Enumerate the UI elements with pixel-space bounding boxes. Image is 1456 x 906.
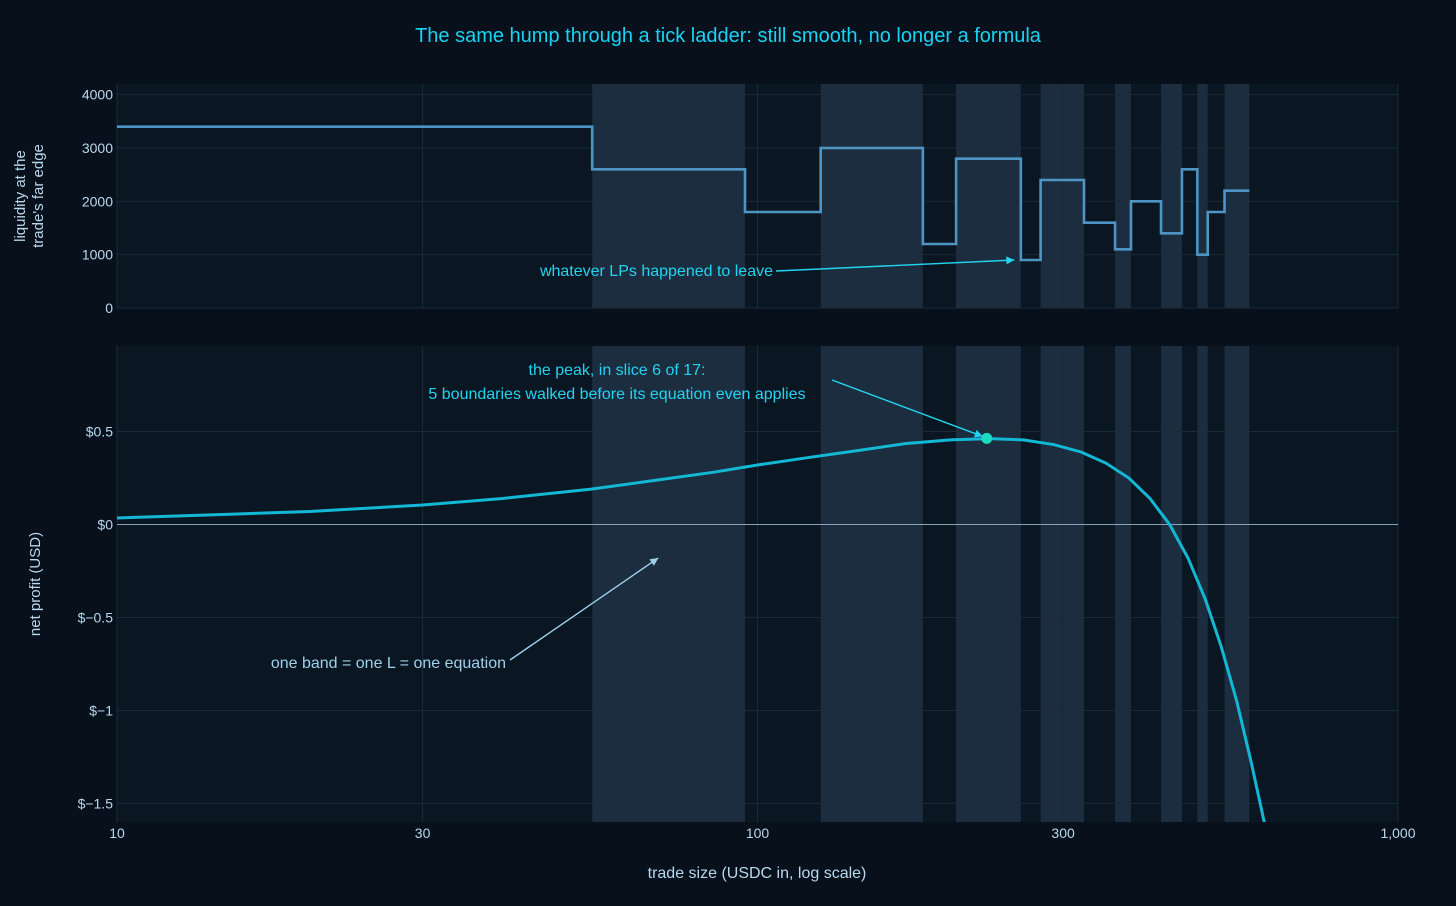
x-tick-label: 100 bbox=[746, 825, 770, 841]
profit-band bbox=[956, 346, 1021, 822]
y-axis-label-line: trade's far edge bbox=[30, 144, 47, 248]
x-tick-label: 10 bbox=[109, 825, 125, 841]
band-annotation-arrow-head bbox=[649, 557, 659, 566]
liquidity-y-tick-label: 0 bbox=[105, 300, 113, 316]
x-tick-label: 1,000 bbox=[1380, 825, 1415, 841]
profit-y-tick-label: $0 bbox=[97, 517, 113, 533]
liquidity-y-tick-label: 3000 bbox=[82, 140, 113, 156]
liquidity-band bbox=[1115, 84, 1131, 308]
peak-annotation-arrow-line bbox=[831, 379, 984, 438]
profit-y-tick-label: $−1.5 bbox=[78, 795, 114, 811]
profit-gridlines bbox=[116, 346, 1399, 822]
peak-annotation-text: 5 boundaries walked before its equation … bbox=[428, 386, 805, 403]
band-annotation-arrow-line bbox=[509, 557, 659, 661]
liquidity-step-line bbox=[117, 125, 1250, 262]
band-annotation-text: one band = one L = one equation bbox=[271, 655, 506, 672]
x-tick-label: 300 bbox=[1051, 825, 1075, 841]
profit-band bbox=[592, 346, 745, 822]
x-axis-label: trade size (USDC in, log scale) bbox=[648, 865, 867, 882]
profit-band bbox=[1040, 346, 1084, 822]
liquidity-band bbox=[956, 84, 1021, 308]
profit-band bbox=[1115, 346, 1131, 822]
profit-series bbox=[117, 432, 1266, 822]
profit-annotations: the peak, in slice 6 of 17: 5 boundaries … bbox=[271, 362, 984, 672]
peak-marker bbox=[981, 432, 993, 444]
x-axis-ticks: 10 30 100 300 1,000 bbox=[109, 825, 1416, 841]
peak-annotation-text: the peak, in slice 6 of 17: bbox=[529, 362, 706, 379]
liquidity-panel: 0 1000 2000 3000 4000 liquidity at thetrade'… bbox=[12, 84, 1399, 316]
liquidity-band bbox=[1040, 84, 1084, 308]
liquidity-annotations: whatever LPs happened to leave bbox=[539, 256, 1015, 280]
liquidity-band bbox=[1224, 84, 1250, 308]
profit-y-tick-label: $0.5 bbox=[86, 424, 113, 440]
lp-annotation-arrow-head bbox=[1006, 256, 1015, 265]
liquidity-y-ticks: 0 1000 2000 3000 4000 bbox=[82, 87, 113, 316]
liquidity-y-tick-label: 1000 bbox=[82, 247, 113, 263]
liquidity-series bbox=[117, 125, 1250, 262]
chart-title: The same hump through a tick ladder: sti… bbox=[415, 25, 1042, 47]
profit-band bbox=[1161, 346, 1182, 822]
y-axis-label-line: net profit (USD) bbox=[27, 532, 44, 636]
profit-band bbox=[1197, 346, 1208, 822]
profit-y-tick-label: $−0.5 bbox=[78, 609, 114, 625]
x-tick-label: 30 bbox=[415, 825, 431, 841]
profit-band bbox=[1224, 346, 1250, 822]
profit-y-ticks: $−1.5 $−1 $−0.5 $0 $0.5 bbox=[78, 424, 114, 812]
liquidity-gridlines bbox=[116, 84, 1399, 309]
lp-annotation-arrow-line bbox=[775, 259, 1015, 272]
liquidity-band bbox=[820, 84, 923, 308]
liquidity-y-tick-label: 2000 bbox=[82, 193, 113, 209]
liquidity-y-axis-label: liquidity at thetrade's far edge bbox=[12, 144, 47, 248]
liquidity-band bbox=[592, 84, 745, 308]
peak-annotation-arrow-head bbox=[973, 429, 983, 438]
profit-band bbox=[820, 346, 923, 822]
liquidity-band bbox=[1197, 84, 1208, 308]
profit-y-axis-label: net profit (USD) bbox=[27, 532, 44, 636]
liquidity-bands bbox=[592, 84, 1250, 308]
profit-bands bbox=[592, 346, 1250, 822]
liquidity-y-tick-label: 4000 bbox=[82, 87, 113, 103]
lp-annotation-text: whatever LPs happened to leave bbox=[539, 263, 773, 280]
profit-y-tick-label: $−1 bbox=[89, 702, 113, 718]
y-axis-label-line: liquidity at the bbox=[12, 150, 29, 242]
liquidity-band bbox=[1161, 84, 1182, 308]
profit-panel: $−1.5 $−1 $−0.5 $0 $0.5 net profit (USD) the… bbox=[27, 346, 1399, 822]
